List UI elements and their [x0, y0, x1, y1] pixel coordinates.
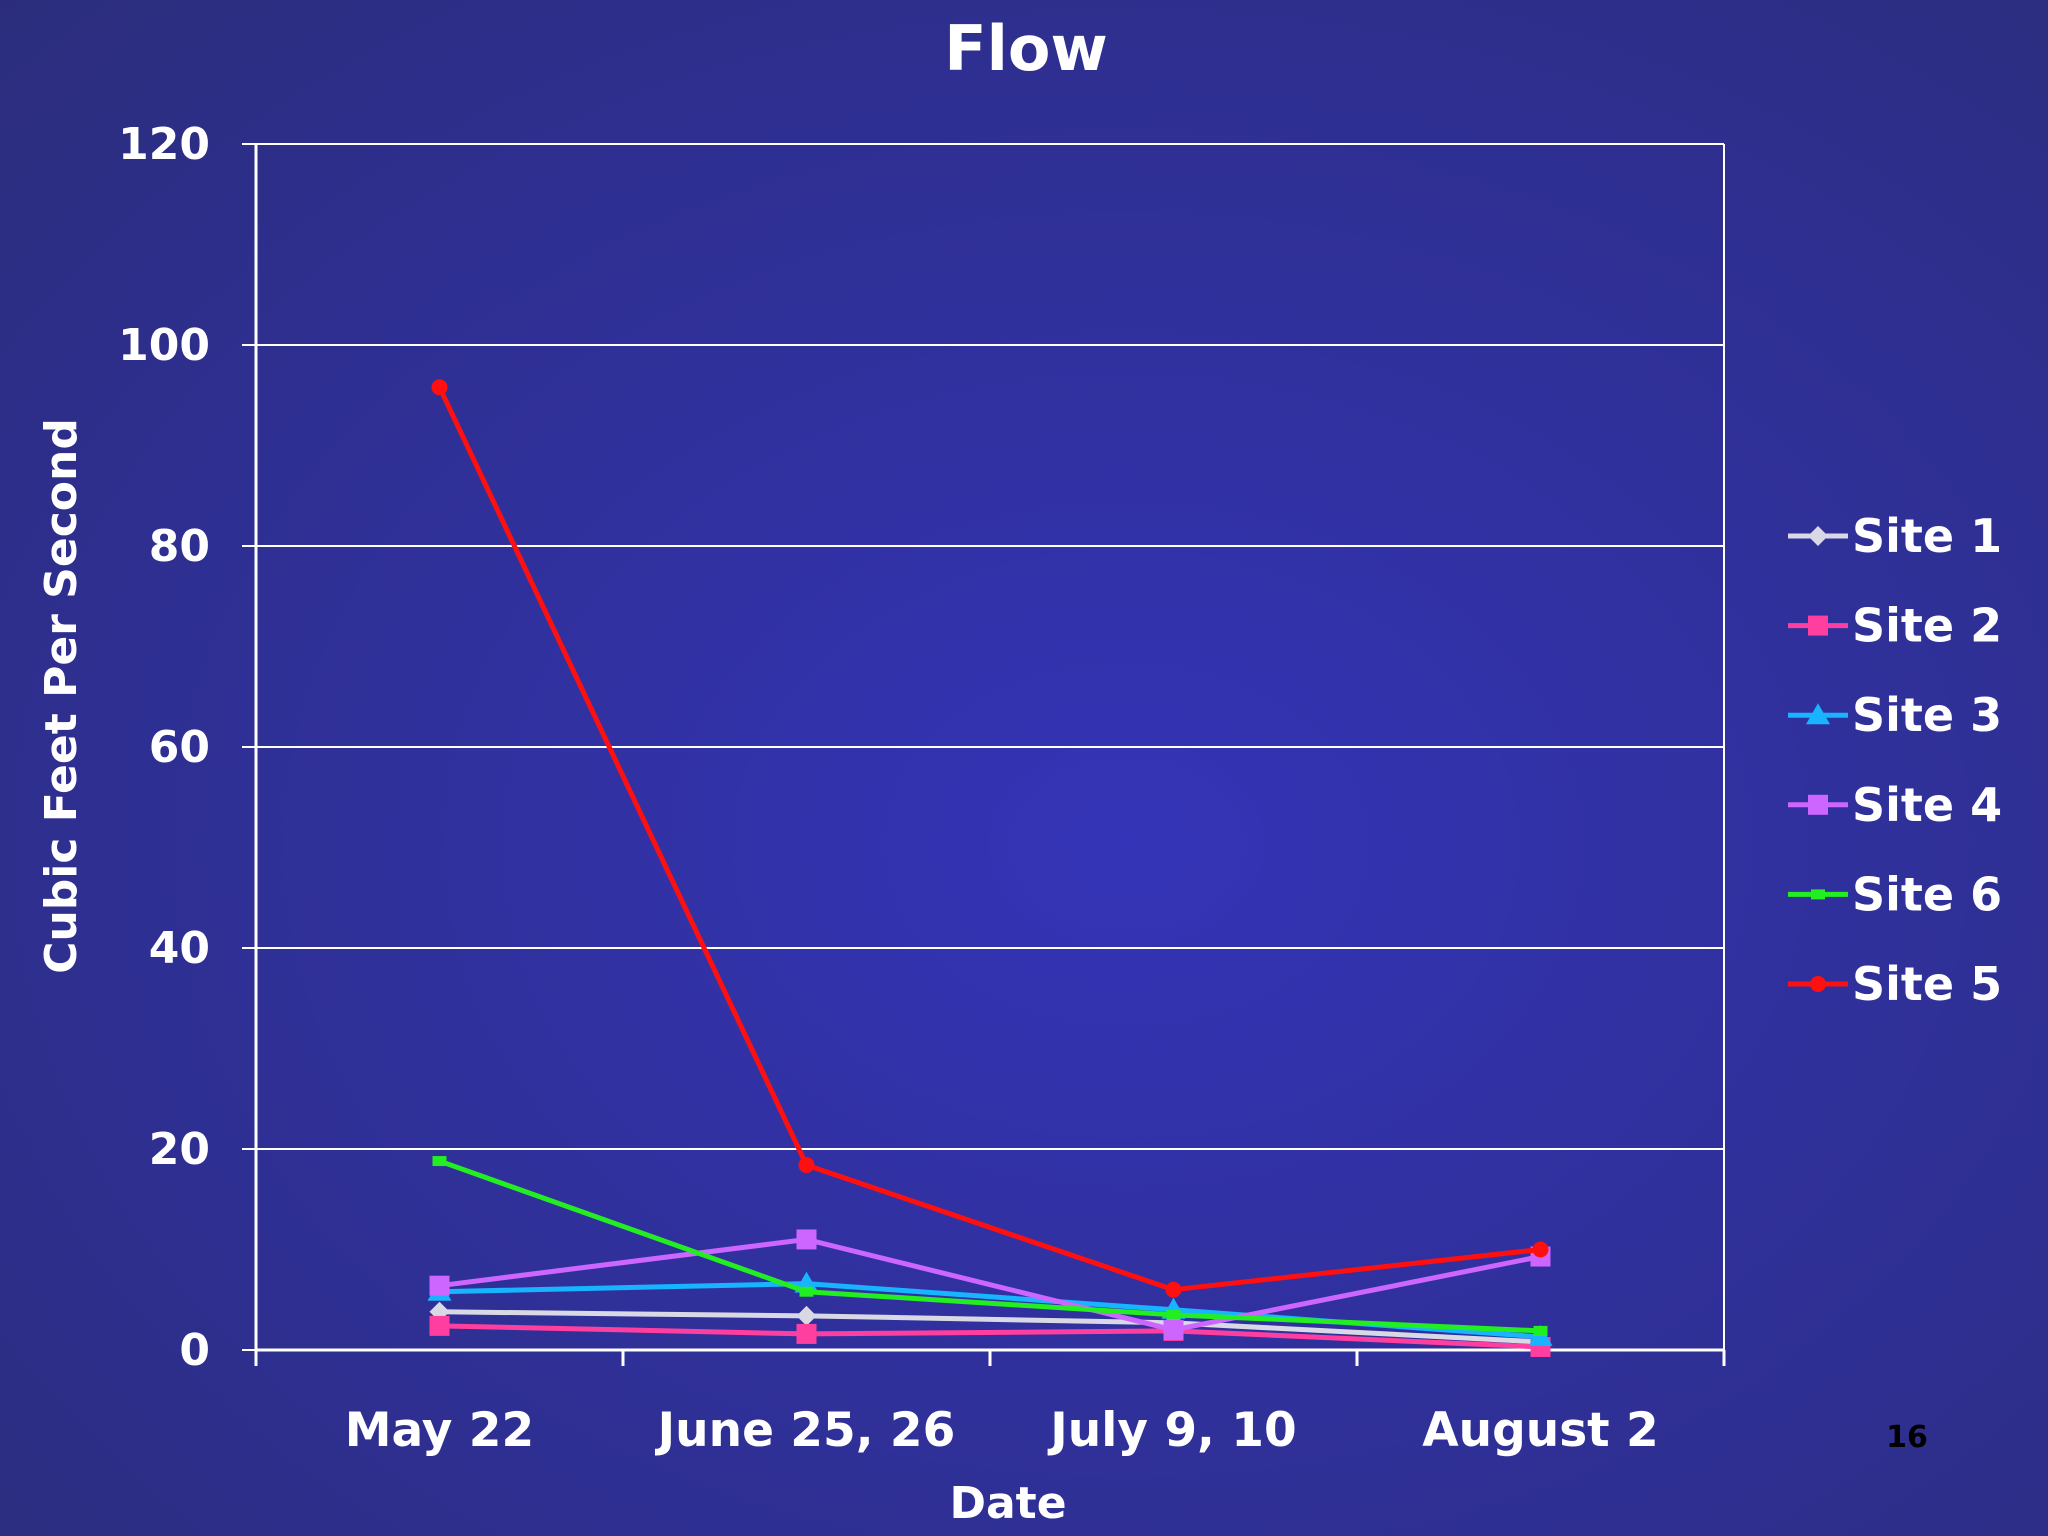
x-category-label: July 9, 10	[1047, 1403, 1296, 1458]
series-site-6	[432, 1156, 1548, 1336]
series-line	[439, 1323, 1541, 1350]
y-tick-label: 100	[118, 320, 210, 371]
data-point	[432, 1156, 447, 1167]
data-point	[1532, 1241, 1549, 1258]
x-category-label: June 25, 26	[655, 1403, 956, 1458]
legend-swatch-marker	[1810, 976, 1826, 992]
data-point	[429, 1275, 450, 1296]
legend-label: Site 3	[1852, 688, 2002, 742]
legend-swatch-marker	[1808, 526, 1828, 546]
legend-item-site-1: Site 1	[1788, 509, 2002, 563]
y-tick-label: 80	[149, 521, 210, 572]
legend-swatch-marker	[1808, 615, 1828, 636]
slide-number: 16	[1886, 1420, 1928, 1455]
gridlines	[256, 143, 1724, 1150]
x-axis-title: Date	[949, 1478, 1066, 1529]
series-line	[439, 1309, 1541, 1345]
data-point	[796, 1305, 817, 1326]
data-point	[796, 1229, 817, 1250]
series-line	[437, 386, 1541, 1293]
y-tick-label: 20	[149, 1124, 210, 1175]
legend-item-site-3: Site 3	[1788, 688, 2002, 742]
data-point	[799, 1286, 814, 1297]
data-point	[1533, 1325, 1548, 1336]
legend-label: Site 2	[1852, 599, 2002, 653]
data-point	[796, 1323, 817, 1344]
y-tick-label: 60	[149, 722, 210, 773]
series-site-5	[431, 379, 1549, 1298]
y-tick-label: 40	[149, 923, 210, 974]
y-tick-label: 0	[179, 1325, 210, 1376]
legend-label: Site 6	[1852, 867, 2002, 921]
axes	[242, 143, 1726, 1366]
legend-item-site-4: Site 4	[1788, 778, 2002, 832]
legend-swatch-marker	[1811, 889, 1825, 900]
x-category-label: May 22	[345, 1403, 534, 1458]
legend-item-site-6: Site 6	[1788, 867, 2002, 921]
data-point	[431, 379, 448, 396]
y-axis-title: Cubic Feet Per Second	[36, 418, 87, 974]
data-point	[1165, 1281, 1182, 1298]
legend-item-site-5: Site 5	[1788, 957, 2002, 1011]
data-point	[429, 1315, 450, 1336]
x-category-labels: May 22 June 25, 26 July 9, 10 August 2	[345, 1403, 1659, 1458]
legend-label: Site 1	[1852, 509, 2002, 563]
legend-swatch-marker	[1806, 703, 1830, 725]
data-point	[798, 1157, 815, 1174]
data-point	[1166, 1309, 1181, 1320]
series-line	[438, 1158, 1541, 1334]
legend: Site 1 Site 2 Site 3 Site 4 Site 6 Site 5	[1788, 509, 2002, 1011]
legend-label: Site 4	[1852, 778, 2002, 832]
legend-item-site-2: Site 2	[1788, 599, 2002, 653]
series-lines	[427, 379, 1553, 1357]
y-tick-label: 120	[118, 119, 210, 170]
legend-label: Site 5	[1852, 957, 2002, 1011]
series-line	[439, 1236, 1541, 1333]
x-category-label: August 2	[1422, 1403, 1658, 1458]
plot-area: 0 20 40 60 80 100 120 May 22 June 25, 26 July 9,…	[118, 119, 1726, 1458]
chart-title: Flow	[944, 12, 1107, 85]
y-tick-labels: 0 20 40 60 80 100 120	[118, 119, 210, 1376]
data-point	[1163, 1319, 1184, 1340]
legend-swatch-marker	[1808, 794, 1828, 815]
